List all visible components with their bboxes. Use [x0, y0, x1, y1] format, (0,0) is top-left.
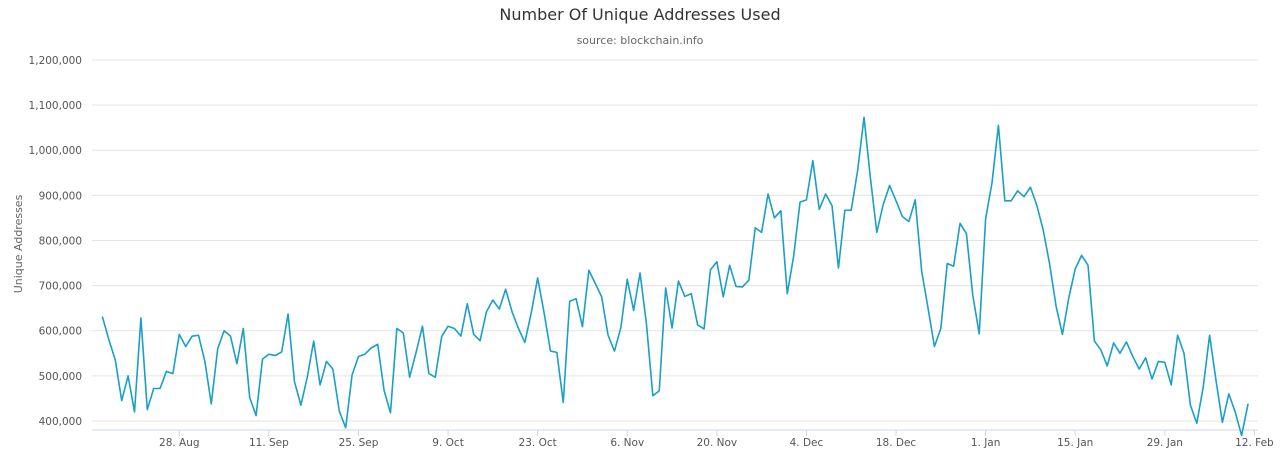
y-tick-label: 1,100,000	[29, 100, 82, 112]
y-axis-ticks: 400,000 500,000 600,000 700,000 800,000 900,0…	[29, 55, 82, 428]
x-tick-label: 9. Oct	[432, 437, 464, 449]
x-tick-label: 12. Feb	[1235, 437, 1274, 449]
y-tick-label: 1,200,000	[29, 55, 82, 67]
gridlines	[92, 59, 1258, 422]
series-line	[101, 116, 1249, 437]
y-tick-label: 800,000	[39, 235, 82, 247]
x-tick-label: 28. Aug	[159, 437, 200, 449]
x-tick-label: 15. Jan	[1057, 437, 1093, 449]
y-tick-label: 600,000	[39, 326, 82, 338]
x-tick-label: 1. Jan	[971, 437, 1001, 449]
x-tick-label: 25. Sep	[339, 437, 379, 449]
x-tick-label: 18. Dec	[876, 437, 917, 449]
chart-subtitle: source: blockchain.info	[577, 34, 704, 47]
x-tick-label: 6. Nov	[610, 437, 644, 449]
series-group	[101, 116, 1249, 437]
chart-title: Number Of Unique Addresses Used	[499, 5, 780, 24]
y-tick-label: 900,000	[39, 190, 82, 202]
x-tick-label: 29. Jan	[1147, 437, 1183, 449]
y-axis-title: Unique Addresses	[12, 194, 25, 293]
y-tick-label: 1,000,000	[29, 145, 82, 157]
x-axis: 28. Aug 11. Sep 25. Sep 9. Oct 23. Oct 6. Nov…	[92, 429, 1274, 449]
x-tick-label: 4. Dec	[790, 437, 824, 449]
x-tick-label: 23. Oct	[519, 437, 557, 449]
y-tick-label: 400,000	[39, 416, 82, 428]
y-tick-label: 700,000	[39, 281, 82, 293]
x-tick-label: 20. Nov	[697, 437, 738, 449]
y-tick-label: 500,000	[39, 371, 82, 383]
x-tick-label: 11. Sep	[249, 437, 289, 449]
